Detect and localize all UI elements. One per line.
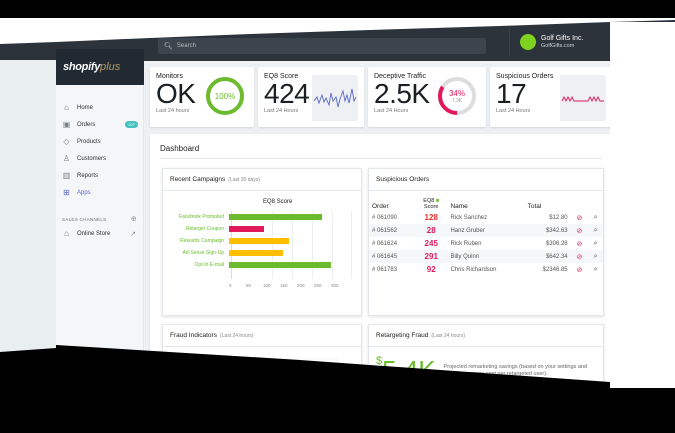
- orders-icon: ▣: [62, 120, 71, 129]
- search-icon[interactable]: ⌕: [588, 224, 603, 237]
- orders-badge: 227: [125, 121, 138, 128]
- bar: [229, 261, 331, 268]
- bar-row: Rewards Campaign: [167, 237, 289, 244]
- kpi-eq8-score: EQ8 Score 424 Last 24 Hours: [258, 67, 364, 127]
- sidebar-item-settings[interactable]: ⚙ Settings: [62, 352, 97, 361]
- fraud-indicators-card: Fraud Indicators (Last 24 hours) 60 50 40…: [162, 324, 362, 433]
- savings-description: Projected remarketing savings (based on …: [443, 363, 588, 377]
- savings-value: $5.4K: [376, 355, 436, 385]
- chart-title: EQ8 Score: [263, 199, 293, 205]
- sidebar-item-products[interactable]: ◇ Products: [63, 137, 101, 146]
- apps-icon: ⊞: [63, 188, 70, 197]
- dashboard-panel: Dashboard Recent Campaigns (Last 30 days)…: [150, 134, 612, 433]
- sidebar: ⌂ Home ▣ Orders 227 ◇ Products ♙ Customers ▥ R…: [56, 59, 144, 433]
- excluded-users: 501.5K Suspicious Users Excluded: [376, 403, 579, 418]
- bar: [229, 225, 264, 232]
- table-row[interactable]: # 061645 291 Billy Quinn $642.34 ⊘ ⌕: [369, 250, 603, 263]
- search-icon[interactable]: ⌕: [593, 213, 598, 221]
- traffic-ring: 34% 7.3K: [436, 75, 478, 117]
- backdrop: [0, 60, 57, 433]
- orders-sparkline: [560, 75, 606, 121]
- sidebar-item-customers[interactable]: ♙ Customers: [62, 154, 107, 163]
- block-icon[interactable]: ⊘: [576, 266, 583, 274]
- search-input[interactable]: 🔍︎ Search: [158, 38, 486, 54]
- search-icon[interactable]: ⌕: [593, 265, 598, 273]
- kpi-monitors: Monitors OK Last 24 hours 100%: [150, 67, 254, 127]
- app-window: ⌂ Home ▣ Orders 227 ◇ Products ♙ Customers ▥ R…: [56, 24, 616, 433]
- y-axis-ticks: 60 50 40 30 20: [173, 357, 179, 402]
- sidebar-item-apps[interactable]: ⊞ Apps: [63, 188, 91, 197]
- comment-icon: ■: [435, 198, 440, 204]
- bar: [229, 237, 289, 244]
- search-icon[interactable]: ⌕: [588, 250, 603, 263]
- orders-table: Order EQ8 ■ Score Name Total # 061090 128 R…: [369, 197, 603, 276]
- sidebar-item-online-store[interactable]: ⌂ Online Store ↗: [56, 225, 144, 242]
- table-row[interactable]: # 061624 245 Rick Ruben $306.28 ⊘ ⌕: [369, 237, 603, 250]
- account-name: Golf Gifts Inc.: [541, 35, 584, 42]
- block-icon[interactable]: ⊘: [576, 240, 583, 248]
- bar-row: Facebook Promoted: [167, 213, 322, 220]
- add-channel-icon[interactable]: ⊕: [130, 216, 137, 223]
- bar-row: Ad-Sense Sign-Up: [167, 249, 283, 256]
- account-url: GolfGifts.com: [541, 43, 575, 49]
- kpi-suspicious-orders: Suspicious Orders 17 Last 24 Hours: [490, 67, 612, 127]
- monitors-ring: 100%: [204, 75, 246, 117]
- retargeting-fraud-card: Retargeting Fraud (Last 24 hours) $5.4K P…: [368, 324, 604, 433]
- table-row[interactable]: # 061562 28 Hanz Gruber $342.63 ⊘ ⌕: [369, 224, 603, 237]
- person-icon: ♙: [62, 154, 71, 163]
- external-link-icon[interactable]: ↗: [130, 230, 136, 238]
- bar-row: Retarget Coupon: [167, 225, 264, 232]
- sidebar-item-orders[interactable]: ▣ Orders 227: [56, 116, 144, 133]
- table-row[interactable]: # 061783 92 Chris Richardson $2346.85 ⊘ ⌕: [369, 263, 603, 276]
- bar-chart-icon: ▥: [62, 171, 71, 180]
- tag-icon: ◇: [63, 137, 70, 146]
- gear-icon: ⚙: [62, 352, 70, 361]
- recent-campaigns-card: Recent Campaigns (Last 30 days) EQ8 Score…: [162, 168, 362, 316]
- sidebar-item-reports[interactable]: ▥ Reports: [62, 171, 99, 180]
- store-icon: ⌂: [64, 229, 69, 238]
- home-icon: ⌂: [64, 103, 69, 112]
- sales-channels-heading: SALES CHANNELS ⊕: [62, 216, 137, 223]
- kpi-deceptive-traffic: Deceptive Traffic 2.5K Last 24 Hours 34%…: [368, 67, 486, 127]
- table-row[interactable]: # 061090 128 Rick Sanchez $12.80 ⊘ ⌕: [369, 211, 603, 224]
- main-content: Monitors OK Last 24 hours 100% EQ8 Score…: [144, 61, 616, 433]
- account-menu[interactable]: Golf Gifts Inc. GolfGifts.com: [509, 28, 619, 56]
- x-axis-ticks: 0 50 100 150 200 250 300: [229, 283, 339, 288]
- bar-row: Opt-In E-mail: [167, 261, 331, 268]
- eq8-sparkline: [312, 75, 358, 121]
- logo[interactable]: shopify plus: [56, 49, 144, 85]
- suspicious-orders-card: Suspicious Orders Order EQ8 ■ Score Name …: [368, 168, 604, 316]
- sidebar-item-home[interactable]: ⌂ Home: [56, 99, 144, 116]
- block-icon[interactable]: ⊘: [570, 250, 589, 263]
- bar: [229, 213, 322, 220]
- avatar: [520, 34, 536, 50]
- divider: [160, 158, 602, 159]
- sidebar-nav: ⌂ Home ▣ Orders 227 ◇ Products ♙ Customers ▥ R…: [56, 99, 144, 242]
- fraud-line-chart: [187, 357, 338, 427]
- block-icon[interactable]: ⊘: [570, 224, 589, 237]
- topbar: 🔍︎ Search Golf Gifts Inc. GolfGifts.com: [144, 24, 616, 61]
- block-icon[interactable]: ⊘: [576, 214, 583, 222]
- campaign-chart: [231, 211, 352, 279]
- search-icon: 🔍︎: [164, 43, 173, 50]
- search-icon[interactable]: ⌕: [593, 239, 598, 247]
- bar: [229, 249, 283, 256]
- page-title: Dashboard: [160, 144, 200, 153]
